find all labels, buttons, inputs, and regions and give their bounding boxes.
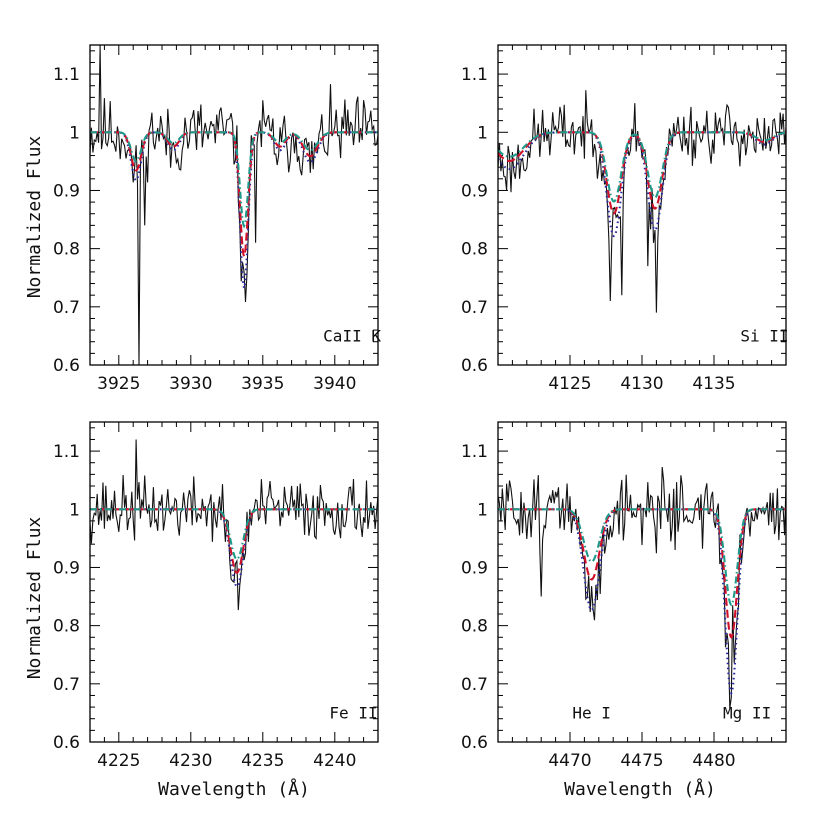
line-annotation: Mg II: [723, 704, 771, 723]
panels-group: 3925 3930 3935 3940 0.6 0.7 0.8 0.9 1 1.1 CaII K 41…: [53, 44, 788, 771]
y-axis-title-bottom: Normalized Flux: [24, 517, 45, 680]
panel-top-right: 4125 4130 4135 0.6 0.7 0.8 0.9 1 1.1 Si II: [461, 44, 788, 394]
series-group: [90, 439, 378, 611]
x-tick-label: 4225: [97, 751, 140, 771]
y-tick-label: 1: [477, 500, 488, 520]
series-group: [498, 90, 786, 313]
observed-spectrum-line: [90, 439, 378, 611]
panel-bottom-right: 4470 4475 4480 0.6 0.7 0.8 0.9 1 1.1 He I Mg II: [461, 421, 787, 771]
x-tick-label: 3940: [313, 374, 356, 394]
model-dashdot-line: [498, 508, 786, 607]
x-tick-label: 4480: [692, 751, 735, 771]
y-tick-label: 1.1: [53, 442, 80, 462]
x-tick-label: 4240: [313, 751, 356, 771]
y-tick-label: 1.1: [53, 65, 80, 85]
x-tick-label: 4475: [620, 751, 663, 771]
x-tick-label: 4470: [548, 751, 591, 771]
x-tick-label: 4135: [692, 374, 735, 394]
y-axis-title-top: Normalized Flux: [24, 136, 45, 299]
model-dashdot-line: [90, 131, 378, 229]
y-tick-label: 0.7: [461, 298, 488, 318]
y-tick-label: 0.6: [53, 733, 80, 753]
y-tick-label: 0.8: [461, 240, 488, 260]
plot-frame: [89, 421, 379, 743]
line-annotation: He I: [572, 704, 611, 723]
y-tick-label: 0.6: [461, 733, 488, 753]
x-tick-label: 4125: [548, 374, 591, 394]
x-axis-title-right: Wavelength (Å): [564, 778, 716, 800]
observed-spectrum-line: [498, 90, 786, 313]
plot-frame: [497, 44, 787, 366]
y-tick-label: 1: [69, 123, 80, 143]
y-tick-label: 0.7: [461, 675, 488, 695]
x-tick-label: 4130: [620, 374, 663, 394]
y-tick-label: 0.7: [53, 675, 80, 695]
y-tick-label: 1: [477, 123, 488, 143]
x-tick-label: 3925: [97, 374, 140, 394]
y-tick-label: 1.1: [461, 65, 488, 85]
panel-bottom-left: 4225 4230 4235 4240 0.6 0.7 0.8 0.9 1 1.1 Fe II: [53, 421, 379, 771]
y-tick-label: 0.6: [53, 356, 80, 376]
y-tick-label: 0.9: [461, 558, 488, 578]
plot-frame: [497, 421, 787, 743]
y-tick-label: 0.9: [53, 181, 80, 201]
y-tick-label: 0.9: [53, 558, 80, 578]
line-annotation: Fe II: [329, 704, 377, 723]
x-axis-title-left: Wavelength (Å): [158, 778, 310, 800]
x-tick-label: 3935: [241, 374, 284, 394]
model-dashdot-line: [90, 508, 378, 561]
observed-spectrum-line: [498, 466, 786, 709]
y-tick-label: 0.8: [53, 617, 80, 637]
line-annotation: Si II: [740, 327, 788, 346]
observed-spectrum-line: [90, 45, 378, 365]
y-tick-label: 0.9: [461, 181, 488, 201]
model-dashdot-line: [498, 131, 786, 203]
y-tick-label: 1.1: [461, 442, 488, 462]
y-tick-label: 0.8: [53, 240, 80, 260]
line-annotation: CaII K: [323, 327, 381, 346]
plot-frame: [89, 44, 379, 366]
y-tick-label: 0.6: [461, 356, 488, 376]
y-tick-label: 0.7: [53, 298, 80, 318]
model-dashed-line: [498, 508, 786, 640]
x-tick-label: 3930: [169, 374, 212, 394]
model-dashed-line: [90, 131, 378, 260]
series-group: [90, 45, 378, 365]
y-tick-label: 0.8: [461, 617, 488, 637]
y-tick-label: 1: [69, 500, 80, 520]
panel-top-left: 3925 3930 3935 3940 0.6 0.7 0.8 0.9 1 1.1 CaII K: [53, 44, 381, 394]
x-tick-label: 4235: [241, 751, 284, 771]
x-tick-label: 4230: [169, 751, 212, 771]
series-group: [498, 466, 786, 709]
